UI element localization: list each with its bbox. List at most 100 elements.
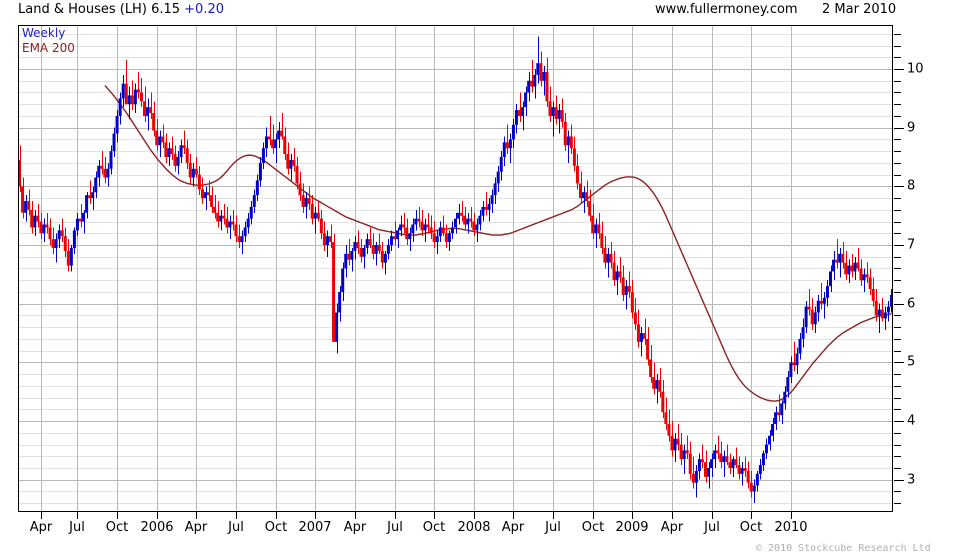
x-axis-tick (513, 512, 514, 519)
y-axis-tick (894, 468, 901, 469)
y-axis-tick (894, 128, 904, 129)
y-axis-tick (894, 151, 901, 152)
y-axis-tick (894, 315, 901, 316)
x-axis-label: Oct (422, 520, 446, 535)
y-axis: 3 4 5 6 7 8 9 10 (894, 25, 980, 512)
copyright-notice: © 2010 Stockcube Research Ltd (756, 543, 931, 554)
x-axis-tick (236, 512, 237, 519)
x-axis-tick (77, 512, 78, 519)
y-axis-tick (894, 362, 904, 363)
y-axis-label: 7 (907, 237, 916, 253)
y-axis-tick (894, 280, 901, 281)
y-axis-tick (894, 81, 901, 82)
instrument-name: Land & Houses (LH) (18, 2, 147, 17)
y-axis-tick (894, 104, 901, 105)
legend-interval: Weekly (22, 26, 66, 40)
y-axis-tick (894, 421, 904, 422)
y-axis-tick (894, 175, 901, 176)
x-axis-label: Oct (739, 520, 763, 535)
x-axis-tick (395, 512, 396, 519)
x-axis-tick (593, 512, 594, 519)
x-axis-label: 2009 (615, 520, 649, 535)
x-axis-label: Jul (69, 520, 85, 535)
x-axis-label: Jul (545, 520, 561, 535)
x-axis-label: Apr (184, 520, 208, 535)
x-axis-tick (751, 512, 752, 519)
x-axis-label: Apr (660, 520, 684, 535)
x-axis-label: Oct (581, 520, 605, 535)
y-axis-label: 9 (907, 120, 916, 136)
x-axis-tick (553, 512, 554, 519)
x-axis-tick (434, 512, 435, 519)
y-axis-tick (894, 386, 901, 387)
x-axis-label: Jul (228, 520, 244, 535)
y-axis-tick (894, 69, 904, 70)
x-axis-tick (791, 512, 792, 519)
y-axis-tick (894, 327, 901, 328)
y-axis-tick (894, 210, 901, 211)
x-axis-label: Apr (501, 520, 525, 535)
y-axis-tick (894, 480, 904, 481)
y-axis-tick (894, 374, 901, 375)
y-axis-tick (894, 257, 901, 258)
y-axis-label: 6 (907, 296, 916, 312)
x-axis-label: 2006 (140, 520, 174, 535)
y-axis-tick (894, 222, 901, 223)
legend-ema200: EMA 200 (22, 41, 75, 55)
x-axis-tick (672, 512, 673, 519)
chart-series-layer (18, 36, 893, 504)
y-axis-label: 8 (907, 178, 916, 194)
y-axis-tick (894, 46, 901, 47)
y-axis-tick (894, 245, 904, 246)
y-axis-label: 4 (907, 413, 916, 429)
y-axis-tick (894, 139, 901, 140)
page-title: Land & Houses (LH) 6.15 +0.20 (18, 2, 224, 17)
y-axis-tick (894, 34, 901, 35)
x-axis-label: 2007 (298, 520, 332, 535)
x-axis-tick (474, 512, 475, 519)
x-axis-tick (157, 512, 158, 519)
y-axis-tick (894, 233, 901, 234)
as-of-date: 2 Mar 2010 (822, 2, 897, 17)
y-axis-tick (894, 92, 901, 93)
x-axis-label: 2010 (774, 520, 808, 535)
chart-plot-area (18, 25, 893, 512)
y-axis-label: 3 (907, 472, 916, 488)
y-axis-tick (894, 186, 904, 187)
x-axis-label: Oct (264, 520, 288, 535)
y-axis-tick (894, 163, 901, 164)
y-axis-tick (894, 198, 901, 199)
x-axis-tick (276, 512, 277, 519)
y-axis-tick (894, 445, 901, 446)
x-axis-label: Jul (387, 520, 403, 535)
x-axis-label: Oct (105, 520, 129, 535)
y-axis-tick (894, 116, 901, 117)
y-axis-tick (894, 57, 901, 58)
x-axis-label: Jul (704, 520, 720, 535)
y-axis-tick (894, 268, 901, 269)
x-axis-label: 2008 (457, 520, 491, 535)
last-price: 6.15 (151, 2, 181, 17)
x-axis-label: Apr (343, 520, 367, 535)
x-axis-tick (41, 512, 42, 519)
x-axis-tick (117, 512, 118, 519)
price-change: +0.20 (184, 2, 224, 17)
y-axis-tick (894, 398, 901, 399)
y-axis-tick (894, 503, 901, 504)
y-axis-tick (894, 456, 901, 457)
y-axis-tick (894, 409, 901, 410)
x-axis-tick (355, 512, 356, 519)
x-axis: Apr Jul Oct 2006 Apr Jul Oct 2007 Apr Jul Oct 2008 A… (18, 512, 893, 542)
y-axis-tick (894, 433, 901, 434)
y-axis-tick (894, 304, 904, 305)
x-axis-tick (632, 512, 633, 519)
site-url: www.fullermoney.com (655, 2, 798, 17)
x-axis-tick (196, 512, 197, 519)
x-axis-label: Apr (29, 520, 53, 535)
y-axis-tick (894, 491, 901, 492)
y-axis-tick (894, 339, 901, 340)
y-axis-label: 5 (907, 354, 916, 370)
x-axis-tick (315, 512, 316, 519)
y-axis-tick (894, 351, 901, 352)
